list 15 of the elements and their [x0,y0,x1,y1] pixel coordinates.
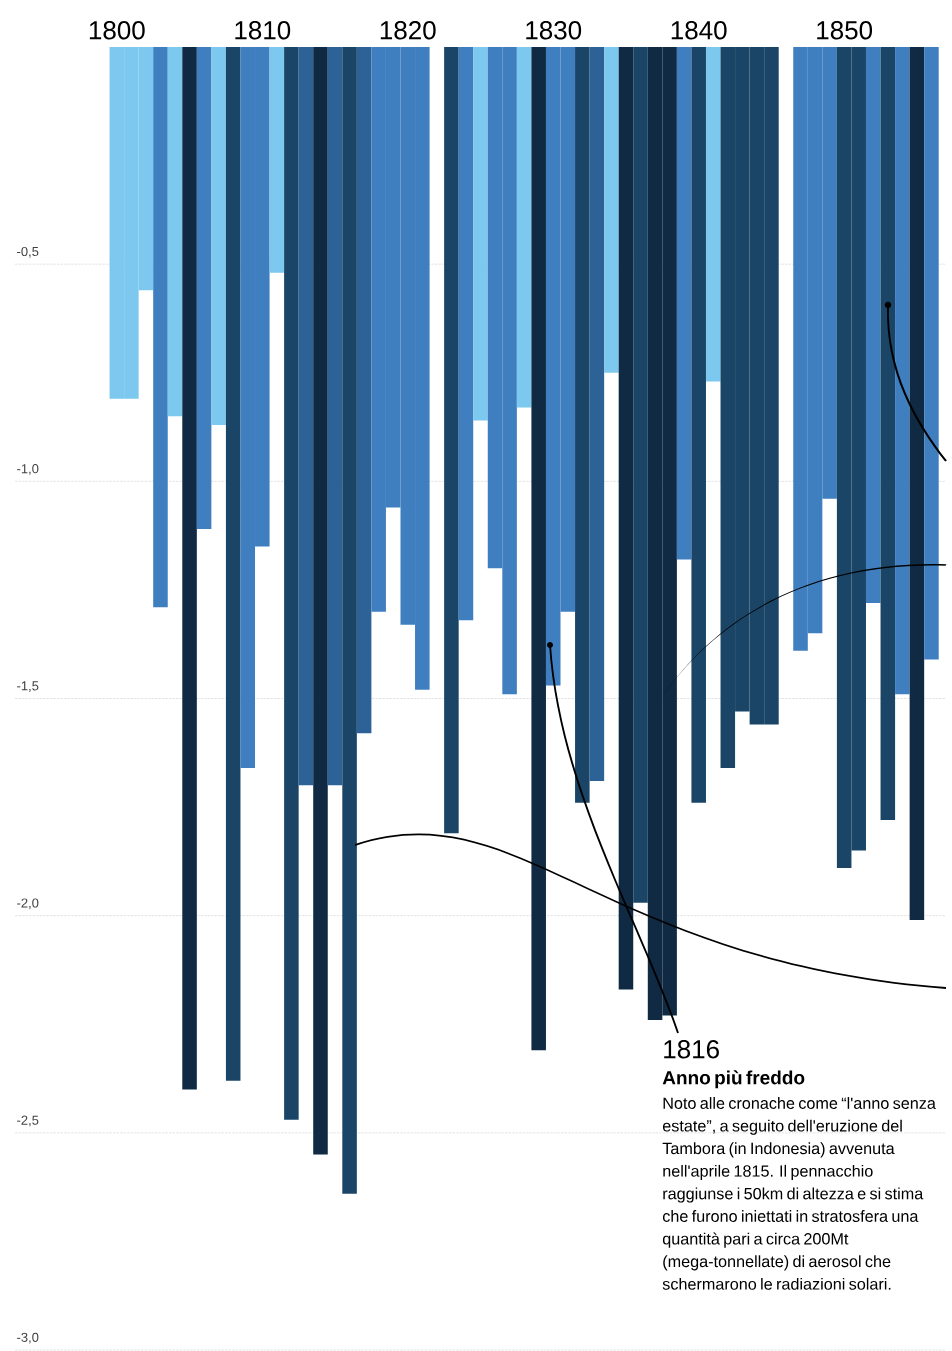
x-tick-label: 1800 [89,21,145,40]
annotation: Anno più freddo [662,1070,805,1089]
y-tick-label: -1,5 [17,681,39,692]
y-tick-label: -0,5 [17,246,39,258]
x-tick-label: 1810 [235,21,291,40]
y-tick-label: -1,0 [17,464,39,475]
x-tick-label: 1850 [817,21,873,40]
x-tick-label: 1830 [526,21,582,40]
y-tick-label: -3,0 [17,1332,39,1344]
annotation: 1816 [664,1040,719,1059]
x-tick-label: 1840 [671,21,727,40]
x-tick-label: 1820 [380,21,436,40]
y-tick-label: -2,0 [17,898,39,910]
text: Noto alle cronache come “l'anno senza estate”, a seguito dell'eruzione del Tambora (in Indonesia) avvenuta nell'aprile 1815. Il pennacchio raggiunse i 50km di altezza e si stima che furono iniettati in stratosfera una quantità pari a circa 200Mt (mega-tonnellate) di aerosol che schermarono le radiazioni solari. [662,1097,936,1290]
y-tick-label: -2,5 [17,1115,39,1127]
